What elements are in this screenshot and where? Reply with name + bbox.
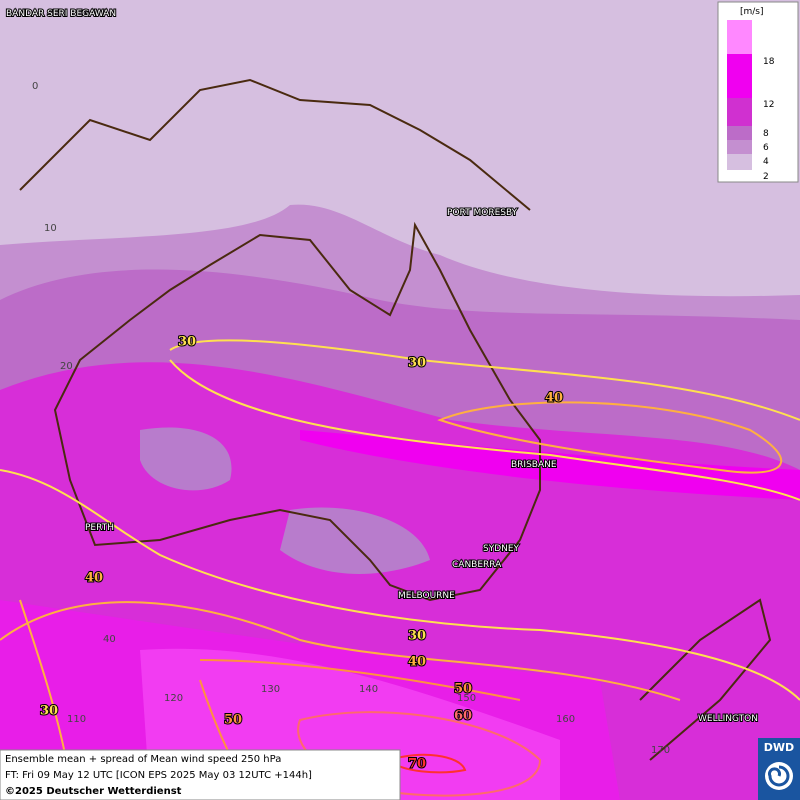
longitude-label: 170 [651,745,670,756]
contour-label: 30 [408,356,426,371]
contour [437,401,783,474]
longitude-label: 120 [164,693,183,704]
logo: DWD [758,738,800,800]
legend-swatch [727,20,752,54]
spread-band [300,430,800,500]
coastline [53,221,541,602]
legend-swatch [727,140,752,154]
contour [169,339,800,421]
contour [169,359,800,501]
contour [0,469,800,701]
spread-band [140,427,430,574]
longitude-label: 110 [67,714,86,725]
latitude-label: 40 [103,634,116,645]
city-label: SYDNEY [483,544,520,554]
city-label: PERTH [85,523,114,533]
latitude-label: 10 [44,223,57,234]
city-label: CANBERRA [452,560,502,570]
longitude-label: 140 [359,684,378,695]
contour-label: 70 [408,757,426,772]
latitude-label: 0 [32,81,38,92]
legend-tick: 12 [763,100,774,110]
legend-tick: 18 [763,57,775,67]
legend-unit: [m/s] [740,7,764,17]
longitude-label: 130 [261,684,280,695]
legend-tick: 6 [763,143,769,153]
contour-label: 30 [40,704,58,719]
footer-line: ©2025 Deutscher Wetterdienst [5,786,182,797]
contour-label: 30 [408,629,426,644]
legend-swatch [727,98,752,126]
footer-line: FT: Fri 09 May 12 UTC [ICON EPS 2025 May… [5,770,312,781]
logo-icon [768,765,790,787]
legend-swatch [727,54,752,98]
contour-label: 40 [545,391,563,406]
legend-tick: 8 [763,129,769,139]
longitude-label: 160 [556,714,575,725]
legend-swatch [727,154,752,170]
contour-label: 60 [454,709,472,724]
longitude-label: 150 [457,693,476,704]
city-label: WELLINGTON [698,714,758,724]
legend-swatch [727,126,752,140]
legend: [m/s] 18 12 8 6 4 2 [717,1,799,183]
legend-tick: 4 [763,157,769,167]
latitude-label: 20 [60,361,73,372]
footer: Ensemble mean + spread of Mean wind spee… [0,749,401,800]
city-label: BANDAR SERI BEGAWAN [6,9,116,19]
city-label: BRISBANE [511,460,557,470]
legend-tick: 2 [763,172,769,182]
contour [388,753,467,774]
logo-text: DWD [764,741,794,754]
contour-label: 50 [224,713,242,728]
city-label: PORT MORESBY [447,208,518,218]
contour-label: 40 [85,571,103,586]
footer-line: Ensemble mean + spread of Mean wind spee… [5,754,281,765]
contour-label: 40 [408,655,426,670]
coastline [19,78,772,761]
contour-label: 50 [454,682,472,697]
footer-box [0,749,401,800]
city-label: MELBOURNE [398,591,455,601]
contour-label: 30 [178,335,196,350]
